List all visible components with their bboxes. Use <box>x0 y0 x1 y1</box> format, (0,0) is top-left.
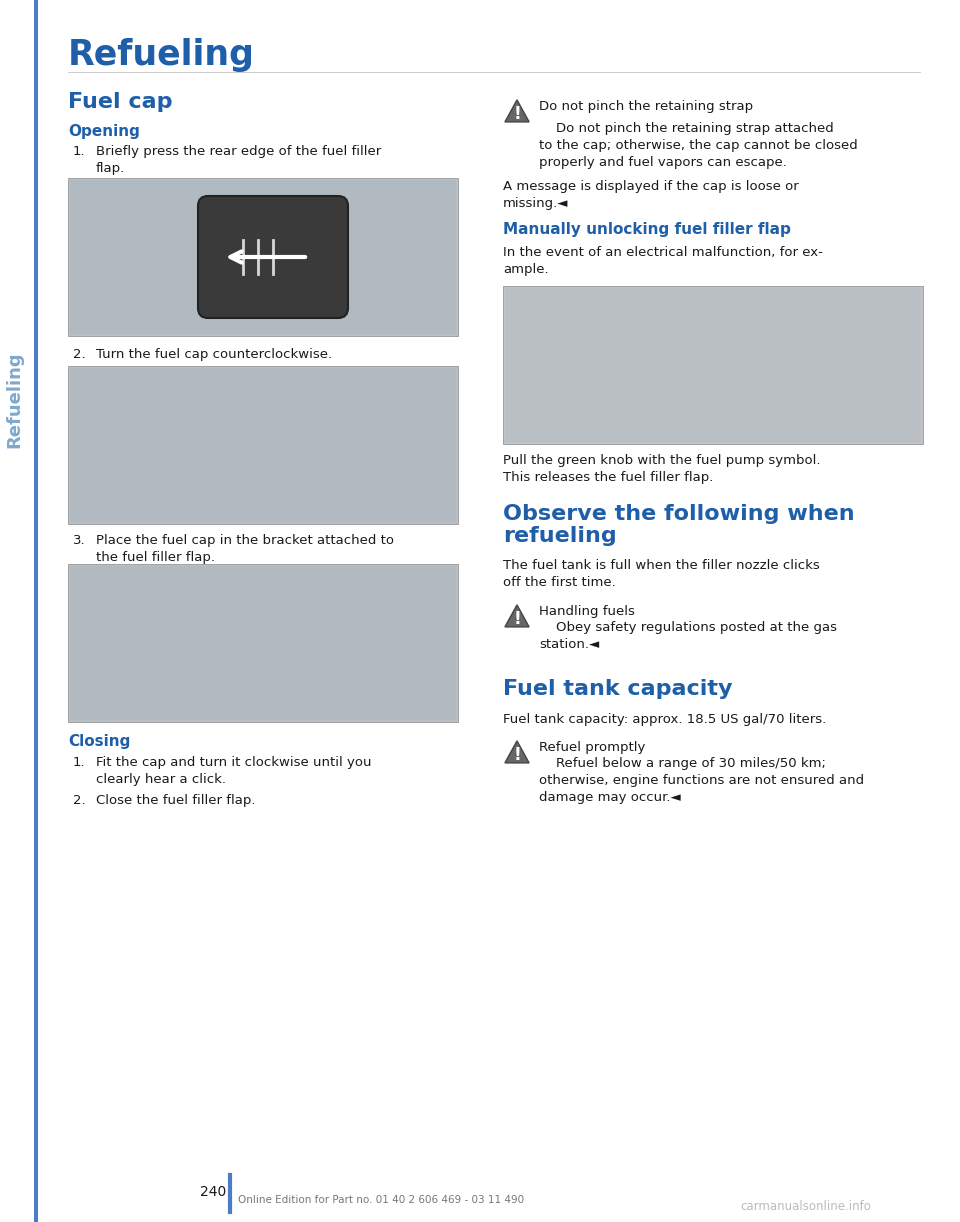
Text: Observe the following when
refueling: Observe the following when refueling <box>503 503 854 546</box>
Bar <box>68 367 458 524</box>
Text: 1.: 1. <box>73 145 85 158</box>
Text: Closing: Closing <box>68 734 131 749</box>
Text: Fit the cap and turn it clockwise until you
clearly hear a click.: Fit the cap and turn it clockwise until … <box>96 756 372 786</box>
Text: Obey safety regulations posted at the gas
station.◄: Obey safety regulations posted at the ga… <box>539 621 837 651</box>
Text: The fuel tank is full when the filler nozzle clicks
off the first time.: The fuel tank is full when the filler no… <box>503 558 820 589</box>
Text: Manually unlocking fuel filler flap: Manually unlocking fuel filler flap <box>503 222 791 237</box>
Text: Close the fuel filler flap.: Close the fuel filler flap. <box>96 794 255 807</box>
Text: carmanualsonline.info: carmanualsonline.info <box>740 1200 871 1213</box>
Bar <box>70 180 456 334</box>
Text: !: ! <box>514 105 521 123</box>
Text: Online Edition for Part no. 01 40 2 606 469 - 03 11 490: Online Edition for Part no. 01 40 2 606 … <box>238 1195 524 1205</box>
Polygon shape <box>505 741 529 763</box>
Polygon shape <box>505 605 529 627</box>
Text: Do not pinch the retaining strap: Do not pinch the retaining strap <box>539 100 754 112</box>
Text: Refueling: Refueling <box>5 352 23 448</box>
Text: 240: 240 <box>200 1185 227 1199</box>
Text: 2.: 2. <box>73 348 85 360</box>
Bar <box>34 0 38 1222</box>
Bar <box>505 288 921 442</box>
Text: In the event of an electrical malfunction, for ex-
ample.: In the event of an electrical malfunctio… <box>503 246 823 276</box>
Text: Refueling: Refueling <box>68 38 254 72</box>
Text: Pull the green knob with the fuel pump symbol.
This releases the fuel filler fla: Pull the green knob with the fuel pump s… <box>503 455 821 484</box>
Text: 3.: 3. <box>73 534 85 547</box>
Text: !: ! <box>514 747 521 764</box>
Text: Place the fuel cap in the bracket attached to
the fuel filler flap.: Place the fuel cap in the bracket attach… <box>96 534 394 565</box>
Text: Fuel tank capacity: Fuel tank capacity <box>503 679 732 699</box>
Text: Fuel cap: Fuel cap <box>68 92 173 112</box>
Text: Fuel tank capacity: approx. 18.5 US gal/70 liters.: Fuel tank capacity: approx. 18.5 US gal/… <box>503 712 827 726</box>
Bar <box>68 178 458 336</box>
Bar <box>70 368 456 522</box>
Bar <box>68 565 458 722</box>
FancyBboxPatch shape <box>198 196 348 318</box>
Polygon shape <box>505 100 529 122</box>
Bar <box>70 566 456 720</box>
Text: Turn the fuel cap counterclockwise.: Turn the fuel cap counterclockwise. <box>96 348 332 360</box>
Bar <box>503 286 923 444</box>
Text: Refuel promptly: Refuel promptly <box>539 741 645 754</box>
Text: A message is displayed if the cap is loose or
missing.◄: A message is displayed if the cap is loo… <box>503 180 799 210</box>
Text: Opening: Opening <box>68 123 140 139</box>
Text: Do not pinch the retaining strap attached
to the cap; otherwise, the cap cannot : Do not pinch the retaining strap attache… <box>539 122 857 169</box>
Text: Handling fuels: Handling fuels <box>539 605 635 618</box>
Text: Briefly press the rear edge of the fuel filler
flap.: Briefly press the rear edge of the fuel … <box>96 145 381 175</box>
Text: 1.: 1. <box>73 756 85 769</box>
Text: 2.: 2. <box>73 794 85 807</box>
Text: Refuel below a range of 30 miles/50 km;
otherwise, engine functions are not ensu: Refuel below a range of 30 miles/50 km; … <box>539 756 864 804</box>
Text: !: ! <box>514 610 521 628</box>
